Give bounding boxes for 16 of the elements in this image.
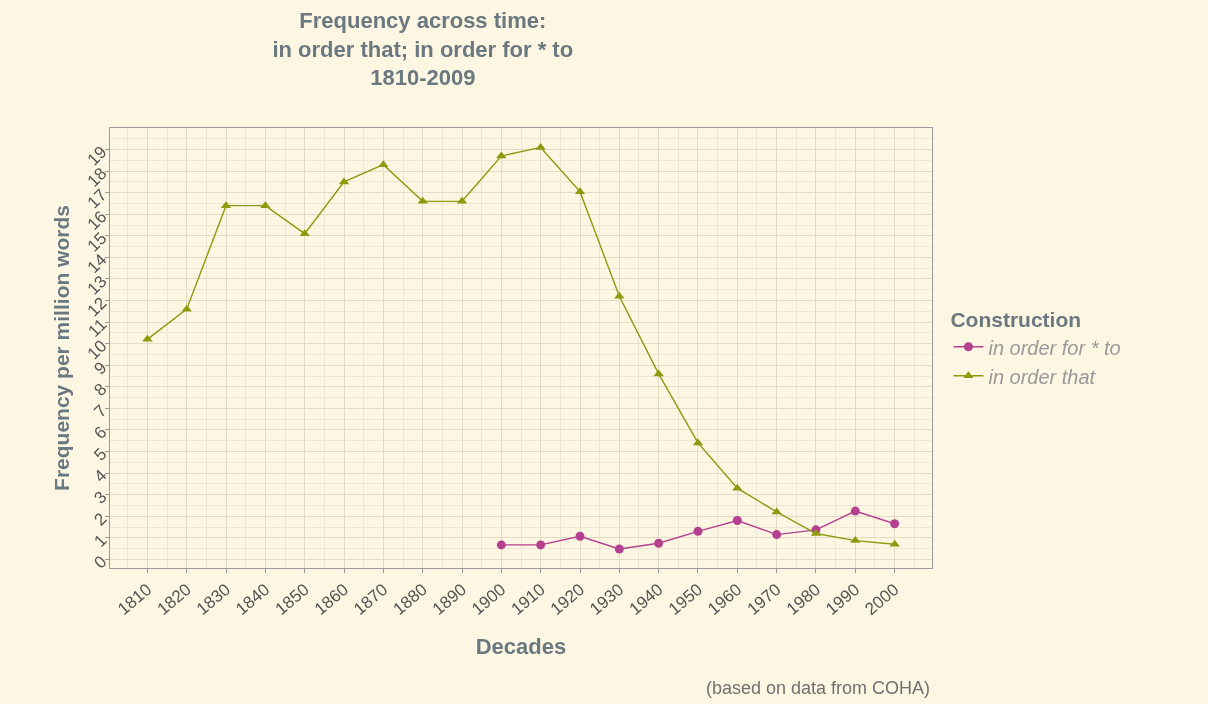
y-tick-label: 0 <box>90 552 111 573</box>
y-tick-label: 3 <box>90 487 111 508</box>
y-tick-label: 7 <box>90 401 111 422</box>
text: (based on data from COHA) <box>706 678 931 698</box>
y-tick-label: 2 <box>90 509 111 530</box>
legend-label: in order that <box>988 365 1097 388</box>
chart-title: Frequency across time: in order that; in order for * to 1810-2009 <box>272 8 574 91</box>
y-tick-label: 4 <box>90 465 111 487</box>
legend-title: Construction <box>950 308 1082 332</box>
x-axis-title: Decades <box>475 633 567 659</box>
legend-label: in order for * to <box>988 336 1121 359</box>
y-tick-label: 8 <box>90 379 111 400</box>
y-tick-label: 6 <box>90 422 111 443</box>
y-tick-label: 1 <box>90 530 111 551</box>
y-tick-label: 5 <box>90 444 111 465</box>
y-axis-title: Frequency per million words <box>49 205 73 491</box>
